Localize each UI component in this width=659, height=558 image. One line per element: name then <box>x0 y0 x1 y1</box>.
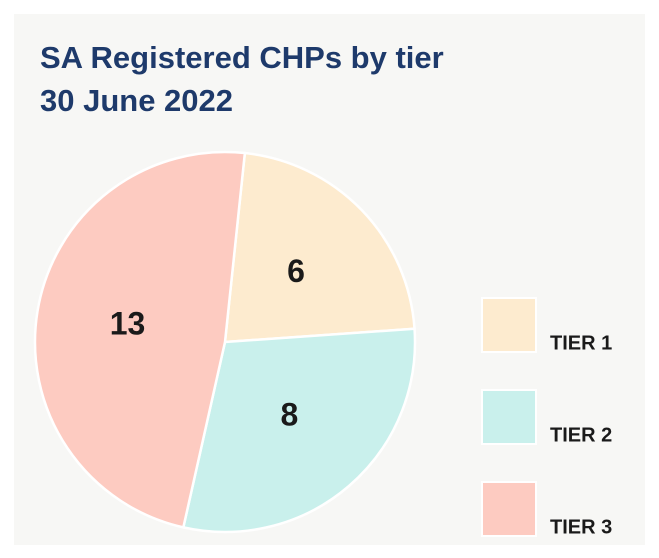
data-label: 6 <box>287 253 305 289</box>
data-label: 8 <box>280 396 298 432</box>
legend-swatch <box>481 481 537 537</box>
pie-slice <box>181 327 417 534</box>
chart-subtitle: 30 June 2022 <box>40 83 233 118</box>
legend-label: TIER 1 <box>550 332 612 354</box>
chart-title: SA Registered CHPs by tier <box>40 40 444 75</box>
pie: 6 8 13 <box>33 150 417 534</box>
legend-swatch <box>481 297 537 353</box>
legend: TIER 1 TIER 2 TIER 3 <box>481 297 612 538</box>
legend-label: TIER 2 <box>550 424 612 446</box>
legend-label: TIER 3 <box>550 516 612 538</box>
legend-swatch <box>481 389 537 445</box>
data-label: 13 <box>110 305 146 341</box>
pie-slice <box>33 150 247 529</box>
pie-slice <box>223 151 416 344</box>
